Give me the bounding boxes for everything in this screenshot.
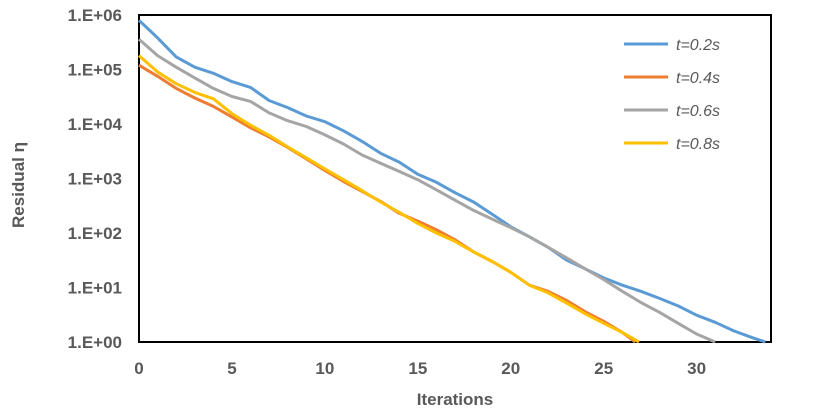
series-line-1 (137, 19, 766, 344)
y-tick-label: 1.E+06 (68, 6, 122, 25)
x-axis-title: Iterations (417, 390, 494, 409)
x-tick-label: 20 (501, 359, 520, 378)
x-tick-label: 10 (315, 359, 334, 378)
plot-area-frame (138, 14, 772, 343)
series-line-4 (138, 54, 640, 344)
series-line-3 (138, 38, 716, 344)
x-tick-label: 0 (134, 359, 143, 378)
x-tick-label: 25 (594, 359, 613, 378)
legend-label-3: t=0.6s (676, 103, 720, 120)
x-tick-label: 15 (408, 359, 427, 378)
legend-label-2: t=0.4s (676, 70, 720, 87)
y-tick-label: 1.E+00 (68, 333, 122, 352)
legend-label-1: t=0.2s (676, 37, 720, 54)
y-tick-labels: 1.E+00 1.E+01 1.E+02 1.E+03 1.E+04 1.E+05 1.E+… (68, 6, 123, 352)
y-tick-label: 1.E+02 (68, 224, 122, 243)
y-tick-label: 1.E+05 (68, 61, 122, 80)
y-axis-title: Residual η (9, 142, 28, 228)
y-tick-label: 1.E+03 (68, 170, 122, 189)
x-tick-labels: 0 5 10 15 20 25 30 (134, 359, 706, 378)
legend: t=0.2s t=0.4s t=0.6s t=0.8s (624, 37, 720, 153)
series-layer (137, 19, 766, 344)
legend-label-4: t=0.8s (676, 136, 720, 153)
x-tick-label: 30 (687, 359, 706, 378)
x-tick-label: 5 (227, 359, 236, 378)
y-tick-label: 1.E+04 (68, 115, 123, 134)
y-tick-label: 1.E+01 (68, 279, 122, 298)
